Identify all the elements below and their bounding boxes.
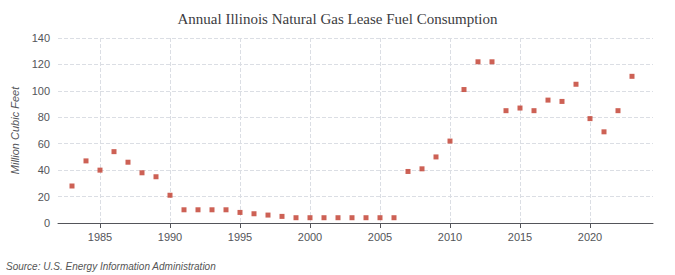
- svg-text:80: 80: [38, 111, 50, 123]
- svg-text:140: 140: [32, 32, 50, 44]
- svg-text:Source: U.S. Energy Informatio: Source: U.S. Energy Information Administ…: [6, 261, 216, 272]
- svg-text:60: 60: [38, 138, 50, 150]
- svg-text:2010: 2010: [438, 231, 462, 243]
- svg-text:20: 20: [38, 191, 50, 203]
- svg-text:Million Cubic Feet: Million Cubic Feet: [9, 86, 21, 174]
- svg-text:2015: 2015: [508, 231, 532, 243]
- svg-text:1995: 1995: [228, 231, 252, 243]
- svg-text:0: 0: [44, 217, 50, 229]
- svg-text:Annual Illinois Natural Gas Le: Annual Illinois Natural Gas Lease Fuel C…: [178, 11, 498, 27]
- svg-text:120: 120: [32, 58, 50, 70]
- svg-text:40: 40: [38, 164, 50, 176]
- svg-text:2020: 2020: [578, 231, 602, 243]
- svg-text:1990: 1990: [158, 231, 182, 243]
- svg-text:1985: 1985: [88, 231, 112, 243]
- svg-text:2005: 2005: [368, 231, 392, 243]
- svg-text:2000: 2000: [298, 231, 322, 243]
- svg-text:100: 100: [32, 85, 50, 97]
